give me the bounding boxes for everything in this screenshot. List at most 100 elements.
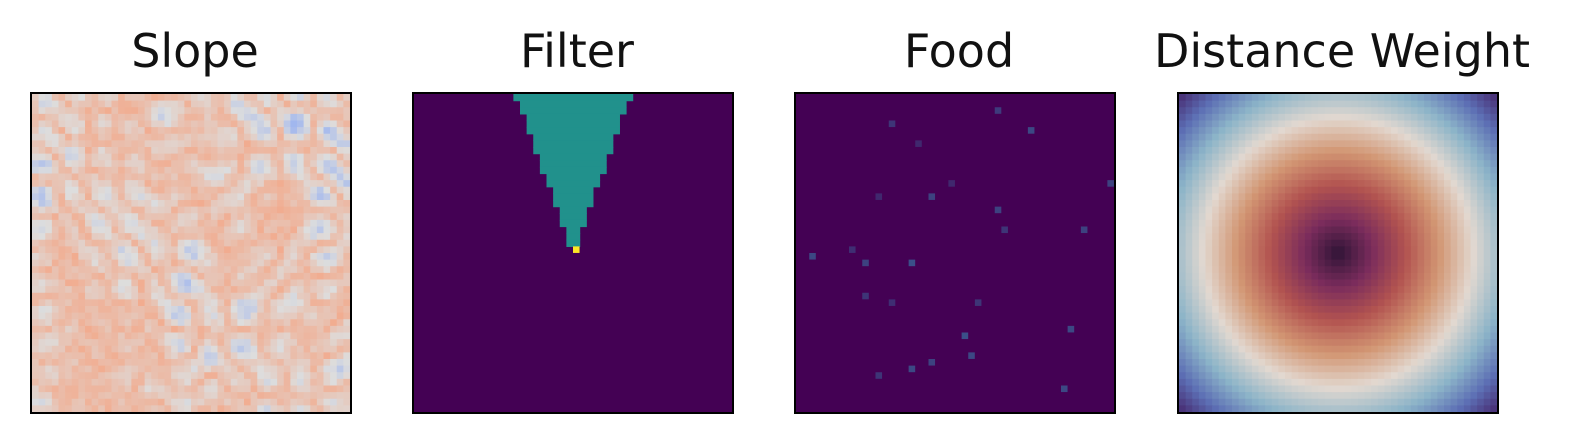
distance-weight-cell <box>1484 240 1491 247</box>
slope-cell <box>72 346 79 353</box>
distance-weight-cell <box>1199 352 1206 359</box>
distance-weight-cell <box>1451 253 1458 260</box>
slope-cell <box>105 286 112 293</box>
distance-weight-cell <box>1404 154 1411 161</box>
distance-weight-cell <box>1199 306 1206 313</box>
slope-cell <box>237 280 244 287</box>
slope-cell <box>32 127 39 134</box>
distance-weight-cell <box>1398 147 1405 154</box>
distance-weight-cell <box>1252 233 1259 240</box>
slope-cell <box>118 319 125 326</box>
distance-weight-cell <box>1358 280 1365 287</box>
distance-weight-cell <box>1285 299 1292 306</box>
distance-weight-cell <box>1232 193 1239 200</box>
slope-cell <box>290 379 297 386</box>
slope-cell <box>271 346 278 353</box>
distance-weight-cell <box>1245 154 1252 161</box>
slope-cell <box>112 399 119 406</box>
distance-weight-cell <box>1325 306 1332 313</box>
panel-food: Food <box>794 0 1124 446</box>
distance-weight-cell <box>1285 306 1292 313</box>
distance-weight-cell <box>1411 306 1418 313</box>
distance-weight-cell <box>1219 180 1226 187</box>
distance-weight-cell <box>1219 227 1226 234</box>
slope-cell <box>45 101 52 108</box>
slope-cell <box>271 193 278 200</box>
slope-cell <box>158 180 165 187</box>
distance-weight-cell <box>1252 346 1259 353</box>
slope-cell <box>59 140 66 147</box>
slope-cell <box>244 392 251 399</box>
slope-cell <box>178 392 185 399</box>
distance-weight-cell <box>1338 293 1345 300</box>
slope-cell <box>98 326 105 333</box>
distance-weight-cell <box>1437 167 1444 174</box>
slope-cell <box>158 346 165 353</box>
distance-weight-cell <box>1225 293 1232 300</box>
slope-cell <box>165 286 172 293</box>
distance-weight-cell <box>1490 213 1497 220</box>
filter-cone-row <box>540 154 607 161</box>
slope-cell <box>244 280 251 287</box>
distance-weight-cell <box>1199 286 1206 293</box>
distance-weight-cell <box>1259 147 1266 154</box>
slope-cell <box>138 326 145 333</box>
slope-cell <box>297 213 304 220</box>
slope-cell <box>59 359 66 366</box>
distance-weight-cell <box>1437 386 1444 393</box>
slope-cell <box>138 273 145 280</box>
slope-cell <box>290 140 297 147</box>
slope-cell <box>310 386 317 393</box>
distance-weight-cell <box>1278 220 1285 227</box>
slope-cell <box>145 121 152 128</box>
distance-weight-cell <box>1318 246 1325 253</box>
distance-weight-cell <box>1378 313 1385 320</box>
slope-cell <box>211 94 218 101</box>
slope-cell <box>118 379 125 386</box>
distance-weight-cell <box>1358 140 1365 147</box>
distance-weight-cell <box>1212 127 1219 134</box>
distance-weight-cell <box>1391 246 1398 253</box>
slope-cell <box>145 114 152 121</box>
distance-weight-cell <box>1305 366 1312 373</box>
distance-weight-cell <box>1192 167 1199 174</box>
distance-weight-cell <box>1278 273 1285 280</box>
slope-cell <box>52 260 59 267</box>
distance-weight-cell <box>1444 399 1451 406</box>
slope-cell <box>218 127 225 134</box>
distance-weight-cell <box>1338 352 1345 359</box>
distance-weight-cell <box>1252 207 1259 214</box>
slope-cell <box>65 366 72 373</box>
distance-weight-cell <box>1358 333 1365 340</box>
distance-weight-cell <box>1278 200 1285 207</box>
distance-weight-cell <box>1206 187 1213 194</box>
slope-cell <box>92 326 99 333</box>
slope-cell <box>105 200 112 207</box>
distance-weight-cell <box>1371 167 1378 174</box>
distance-weight-cell <box>1259 399 1266 406</box>
slope-cell <box>231 273 238 280</box>
slope-cell <box>32 319 39 326</box>
slope-cell <box>191 319 198 326</box>
slope-cell <box>151 346 158 353</box>
distance-weight-cell <box>1298 319 1305 326</box>
distance-weight-cell <box>1358 227 1365 234</box>
distance-weight-cell <box>1371 379 1378 386</box>
distance-weight-cell <box>1484 260 1491 267</box>
distance-weight-cell <box>1331 207 1338 214</box>
distance-weight-cell <box>1437 306 1444 313</box>
distance-weight-cell <box>1179 160 1186 167</box>
slope-cell <box>251 147 258 154</box>
distance-weight-cell <box>1457 286 1464 293</box>
slope-cell <box>317 220 324 227</box>
distance-weight-cell <box>1292 174 1299 181</box>
slope-cell <box>277 107 284 114</box>
slope-cell <box>158 193 165 200</box>
slope-cell <box>52 167 59 174</box>
distance-weight-cell <box>1464 233 1471 240</box>
distance-weight-cell <box>1471 160 1478 167</box>
distance-weight-cell <box>1378 260 1385 267</box>
slope-cell <box>337 379 344 386</box>
slope-cell <box>138 233 145 240</box>
slope-cell <box>39 392 46 399</box>
